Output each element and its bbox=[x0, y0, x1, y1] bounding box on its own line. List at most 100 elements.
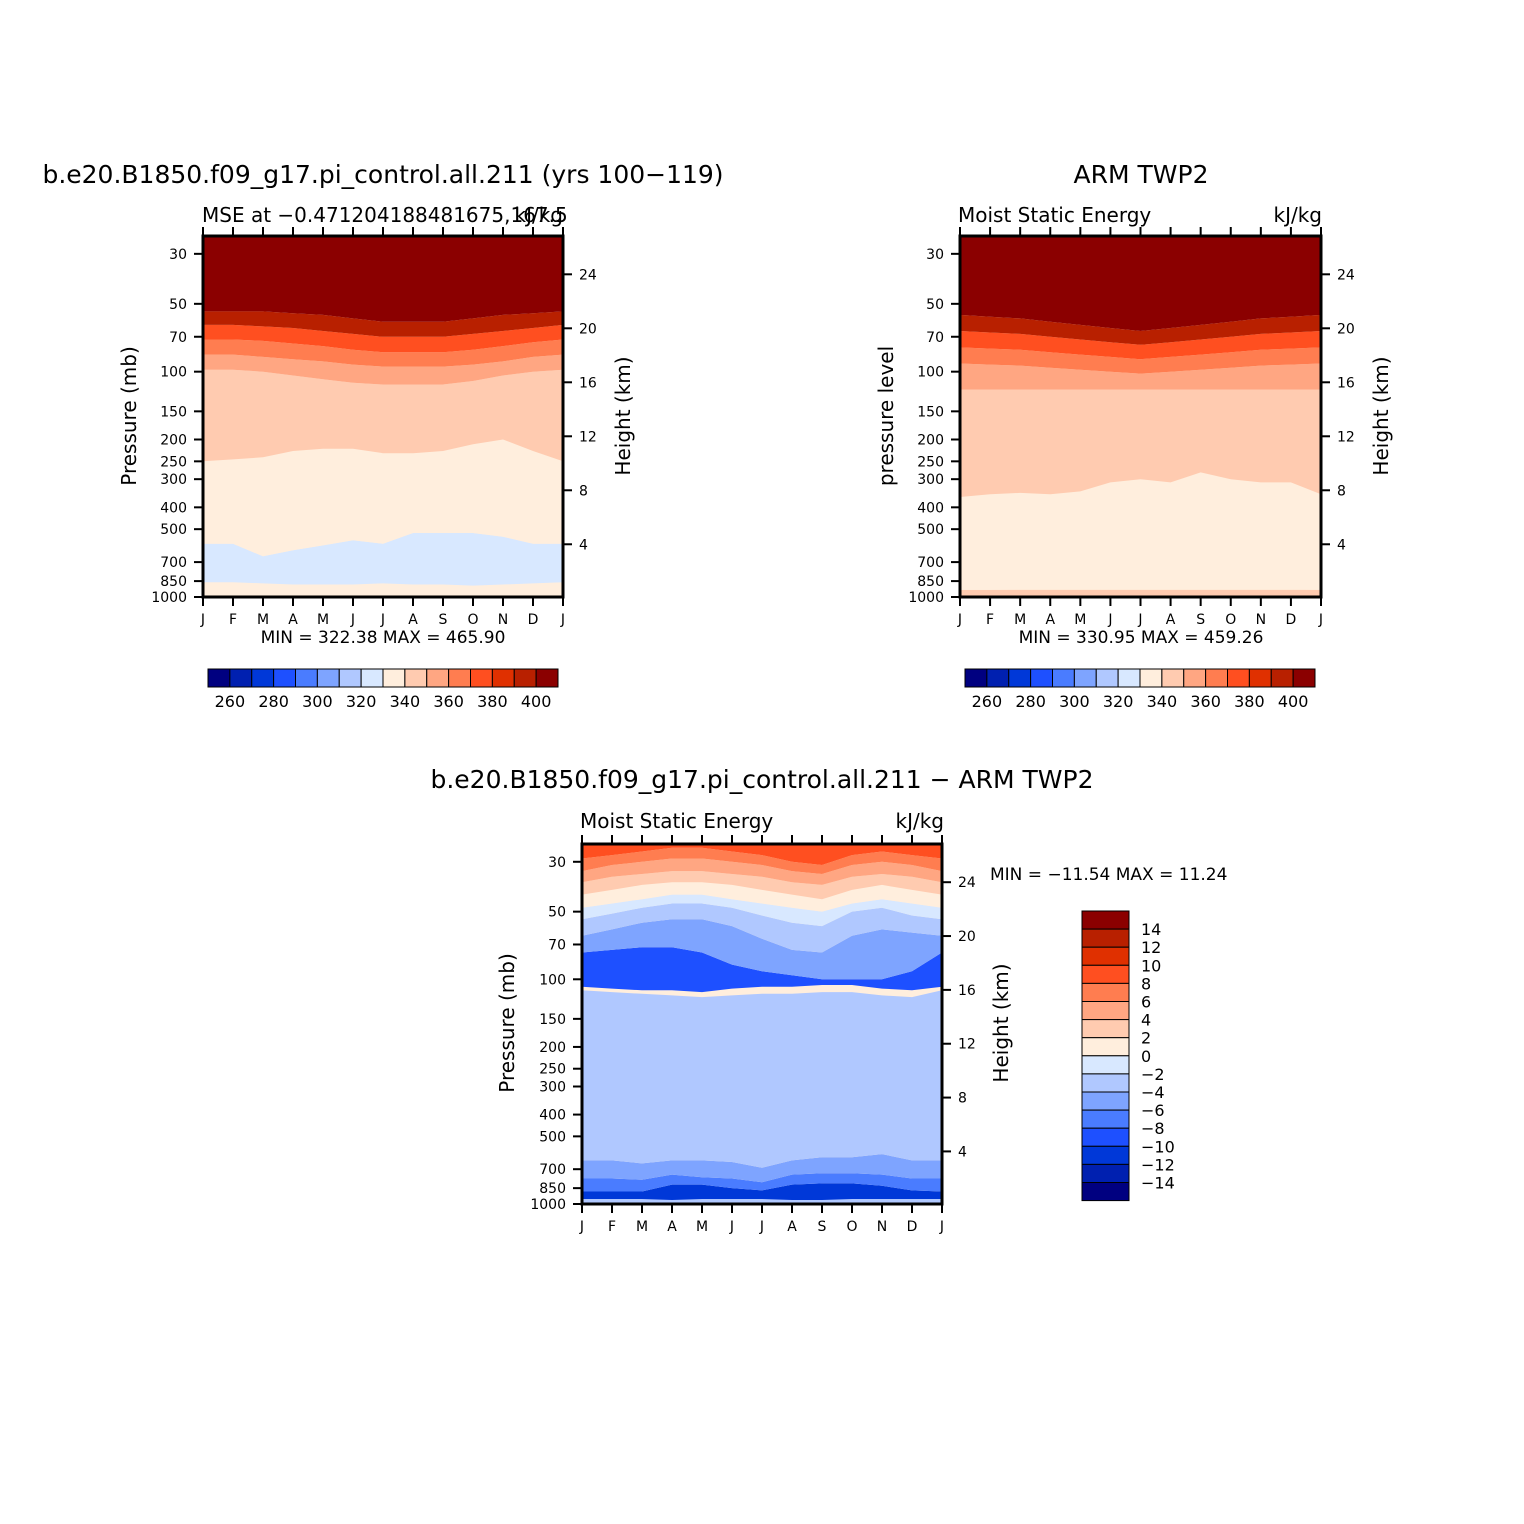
colorbar-swatch bbox=[1081, 946, 1130, 966]
colorbar-label: 400 bbox=[1278, 692, 1309, 711]
colorbar-label: 8 bbox=[1141, 974, 1151, 993]
x-tick-label: N bbox=[1256, 612, 1266, 628]
y2-tick-label: 20 bbox=[579, 321, 597, 337]
colorbar-label: 380 bbox=[477, 692, 508, 711]
x-tick-label: J bbox=[350, 612, 355, 628]
panel-subtitle-units: kJ/kg bbox=[1274, 203, 1323, 227]
y-tick-label: 30 bbox=[548, 855, 566, 871]
y-tick-label: 400 bbox=[160, 500, 187, 516]
x-tick-label: J bbox=[1318, 612, 1323, 628]
y2-tick-label: 20 bbox=[1337, 321, 1355, 337]
y-tick-label: 300 bbox=[539, 1080, 566, 1096]
colorbar-label: 360 bbox=[433, 692, 464, 711]
contour-band-0 bbox=[960, 589, 1321, 597]
y2-tick-label: 4 bbox=[1337, 537, 1346, 553]
colorbar-label: 0 bbox=[1141, 1047, 1151, 1066]
min-max-stats: MIN = 322.38 MAX = 465.90 bbox=[261, 628, 506, 648]
contour-band-8 bbox=[582, 894, 942, 927]
colorbar-label: −2 bbox=[1141, 1065, 1165, 1084]
colorbar-swatch bbox=[338, 668, 362, 688]
y-tick-label: 700 bbox=[160, 555, 187, 571]
y2-tick-label: 16 bbox=[579, 375, 597, 391]
colorbar-swatch bbox=[448, 668, 471, 688]
x-tick-label: F bbox=[229, 612, 237, 628]
x-tick-label: F bbox=[608, 1219, 616, 1235]
colorbar-swatch bbox=[295, 668, 318, 688]
min-max-stats: MIN = −11.54 MAX = 11.24 bbox=[990, 865, 1227, 885]
colorbar-label: −6 bbox=[1141, 1101, 1165, 1120]
contour-band-12 bbox=[582, 847, 942, 874]
y2-tick-label: 16 bbox=[958, 983, 976, 999]
y-tick-label: 500 bbox=[539, 1129, 566, 1145]
contour-band-10 bbox=[582, 871, 942, 900]
y-tick-label: 150 bbox=[160, 404, 187, 420]
colorbar-swatch bbox=[1081, 982, 1130, 1003]
y-tick-label: 850 bbox=[539, 1181, 566, 1197]
x-tick-label: J bbox=[1107, 612, 1112, 628]
y2-tick-label: 8 bbox=[958, 1091, 967, 1107]
y2-tick-label: 12 bbox=[579, 429, 597, 445]
x-tick-label: J bbox=[560, 612, 565, 628]
contour-band-2 bbox=[203, 439, 563, 557]
colorbar-swatch bbox=[1073, 668, 1097, 688]
x-tick-label: J bbox=[1137, 612, 1142, 628]
contour-band-3 bbox=[582, 1154, 942, 1183]
y-tick-label: 70 bbox=[169, 330, 187, 346]
colorbar-swatch bbox=[1227, 668, 1250, 688]
contour-band-5 bbox=[960, 331, 1321, 360]
x-tick-label: A bbox=[288, 612, 298, 628]
colorbar-swatch bbox=[1081, 928, 1130, 948]
y-axis-label: pressure level bbox=[874, 346, 898, 486]
colorbar-swatch bbox=[1052, 668, 1075, 688]
colorbar-swatch bbox=[1081, 964, 1130, 984]
panel-subtitle-left: MSE at −0.471204188481675,167.5 bbox=[202, 203, 568, 227]
y-tick-label: 50 bbox=[548, 905, 566, 921]
colorbar-label: 320 bbox=[346, 692, 377, 711]
y-tick-label: 200 bbox=[539, 1040, 566, 1056]
x-tick-label: A bbox=[667, 1219, 677, 1235]
contour-band-7 bbox=[582, 903, 942, 953]
colorbar: 260 280 300 320 340 360 380 400 bbox=[207, 668, 559, 711]
colorbar-label: 6 bbox=[1141, 993, 1151, 1012]
contour-band-5 bbox=[203, 339, 563, 367]
colorbar-swatch bbox=[1081, 1182, 1130, 1202]
x-tick-label: A bbox=[787, 1219, 797, 1235]
contour-band-3 bbox=[203, 369, 563, 462]
colorbar-label: 260 bbox=[972, 692, 1003, 711]
contour-band-3 bbox=[960, 363, 1321, 390]
colorbar-swatch bbox=[1139, 668, 1163, 688]
y-tick-label: 500 bbox=[917, 522, 944, 538]
colorbar-swatch bbox=[513, 668, 537, 688]
colorbar-swatch bbox=[251, 668, 275, 688]
contour-field bbox=[582, 844, 942, 1204]
colorbar-swatch bbox=[470, 668, 493, 688]
colorbar-swatch bbox=[1081, 1091, 1130, 1111]
colorbar-swatch bbox=[1081, 1019, 1130, 1039]
colorbar-swatch bbox=[491, 668, 515, 688]
colorbar-swatch bbox=[1081, 1073, 1130, 1093]
y2-tick-label: 24 bbox=[579, 267, 597, 283]
y-tick-label: 250 bbox=[160, 454, 187, 470]
x-tick-label: J bbox=[380, 612, 385, 628]
x-tick-label: S bbox=[1196, 612, 1205, 628]
colorbar-label: −4 bbox=[1141, 1083, 1165, 1102]
colorbar-label: 10 bbox=[1141, 956, 1161, 975]
colorbar-swatch bbox=[1081, 1109, 1130, 1129]
y-tick-label: 200 bbox=[917, 432, 944, 448]
colorbar-swatch bbox=[273, 668, 296, 688]
contour-band-4 bbox=[960, 347, 1321, 374]
y-tick-label: 850 bbox=[160, 574, 187, 590]
contour-field bbox=[960, 236, 1321, 597]
y-tick-label: 700 bbox=[539, 1162, 566, 1178]
x-tick-label: M bbox=[257, 612, 269, 628]
colorbar-label: 360 bbox=[1190, 692, 1221, 711]
min-max-stats: MIN = 330.95 MAX = 459.26 bbox=[1019, 628, 1264, 648]
colorbar-label: 340 bbox=[1147, 692, 1178, 711]
contour-band-4 bbox=[203, 354, 563, 385]
panel-subtitle-left: Moist Static Energy bbox=[580, 809, 773, 833]
y-tick-label: 1000 bbox=[151, 590, 187, 606]
x-tick-label: D bbox=[528, 612, 539, 628]
x-tick-label: D bbox=[1286, 612, 1297, 628]
